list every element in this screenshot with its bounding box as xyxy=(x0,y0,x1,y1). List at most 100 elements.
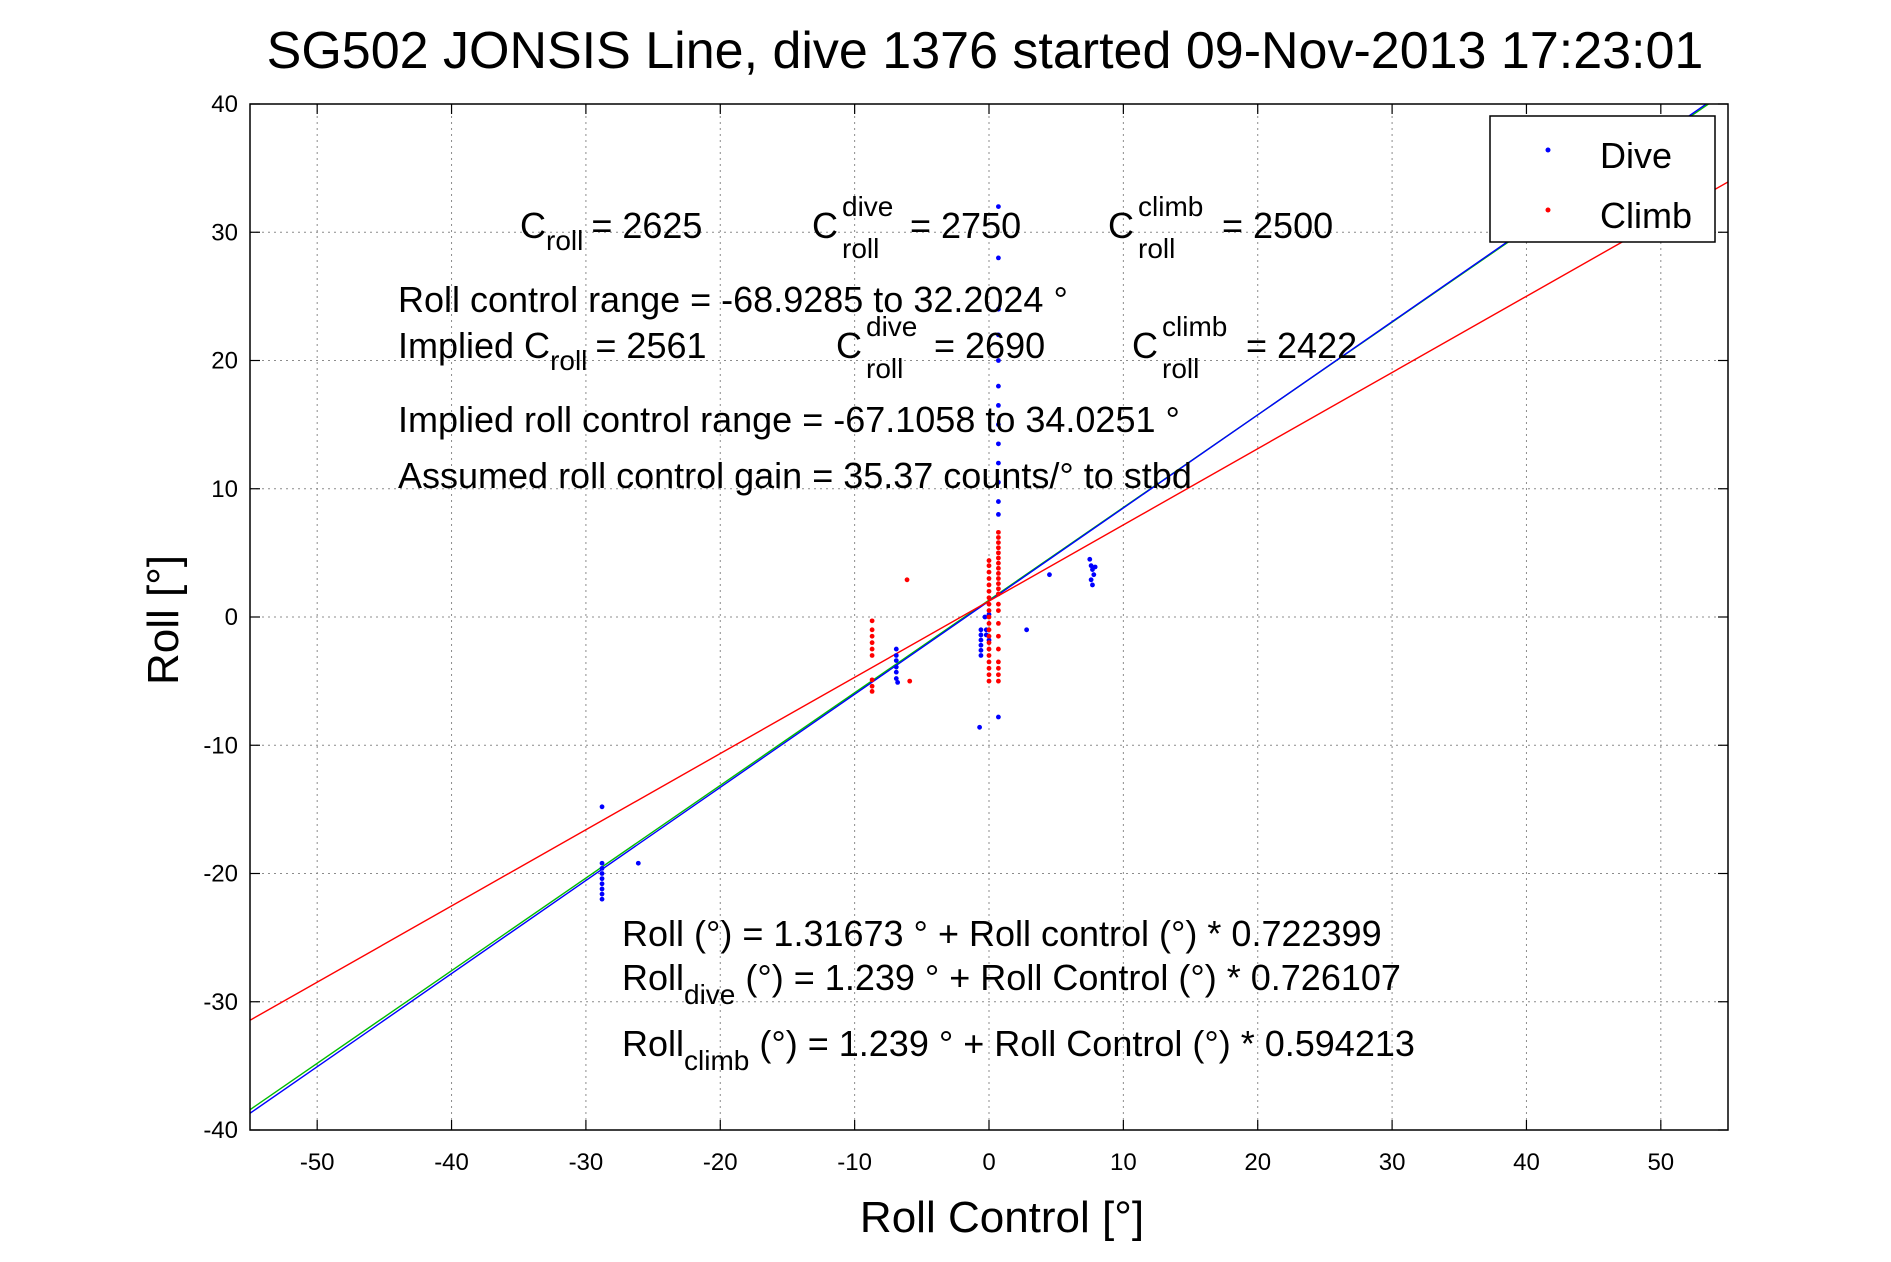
fit-climb-line xyxy=(250,181,1728,1021)
y-tick-label: -20 xyxy=(203,861,238,888)
climb-point xyxy=(996,672,1001,678)
y-tick-label: 20 xyxy=(211,348,238,375)
dive-point xyxy=(996,402,1001,408)
legend-marker-dive xyxy=(1545,147,1551,153)
climb-point xyxy=(986,653,992,658)
dive-point xyxy=(599,881,605,887)
climb-point xyxy=(996,535,1001,540)
dive-point xyxy=(978,637,984,643)
climb-point xyxy=(996,665,1001,671)
axis-ticks: -50 -40 -30 -20 -10 0 10 20 30 40 50 -40 -30 -20 -10 0 1… xyxy=(203,91,1728,1176)
climb-point xyxy=(986,595,992,601)
x-axis-label: Roll Control [°] xyxy=(860,1193,1144,1242)
dive-point xyxy=(978,632,984,638)
x-tick-label: -10 xyxy=(837,1149,872,1176)
climb-point xyxy=(996,621,1001,626)
dive-point xyxy=(996,306,1001,312)
implied-c-climb-value: = 2422 xyxy=(1246,325,1357,366)
x-tick-label: 20 xyxy=(1244,1149,1271,1176)
climb-point xyxy=(869,633,875,639)
climb-point xyxy=(869,640,875,646)
implied-c-dive-sup: dive xyxy=(866,311,917,342)
c-roll-dive-sub: roll xyxy=(842,233,879,264)
dive-point xyxy=(978,653,984,658)
implied-c-dive-value: = 2690 xyxy=(934,325,1045,366)
climb-point xyxy=(996,540,1001,546)
dive-point xyxy=(996,714,1001,720)
dive-point xyxy=(978,642,984,648)
climb-point xyxy=(986,608,992,613)
dive-point xyxy=(1091,572,1097,578)
x-tick-label: 50 xyxy=(1647,1149,1674,1176)
climb-point xyxy=(869,688,875,694)
climb-point xyxy=(996,555,1001,561)
climb-point xyxy=(996,576,1001,581)
climb-point xyxy=(986,614,992,620)
dive-point xyxy=(599,804,605,810)
climb-point xyxy=(986,659,992,665)
implied-c-dive-sub: roll xyxy=(866,353,903,384)
dive-point xyxy=(1090,582,1095,588)
climb-point xyxy=(986,646,992,652)
dive-point xyxy=(893,646,899,652)
implied-c-climb-prefix: C xyxy=(1132,325,1158,366)
climb-point xyxy=(996,529,1001,535)
climb-point xyxy=(869,646,875,652)
dive-point xyxy=(982,614,988,620)
climb-point xyxy=(996,570,1001,576)
series-dive xyxy=(599,204,1098,902)
dive-point xyxy=(893,664,899,670)
climb-point xyxy=(986,665,992,671)
climb-point xyxy=(996,646,1001,652)
annotations: Croll = 2625 C dive roll = 2750 C climb r… xyxy=(398,191,1415,1076)
dive-point xyxy=(599,860,605,866)
climb-point xyxy=(986,678,992,684)
climb-point xyxy=(996,545,1001,551)
climb-point xyxy=(904,577,910,583)
climb-point xyxy=(869,677,875,683)
dive-point xyxy=(893,669,899,675)
climb-point xyxy=(986,633,992,639)
climb-point xyxy=(986,558,992,563)
dive-point xyxy=(1024,627,1030,633)
climb-point xyxy=(869,683,875,689)
dive-point xyxy=(599,865,605,871)
dive-point xyxy=(599,871,605,876)
x-tick-label: 10 xyxy=(1110,1149,1137,1176)
implied-c-climb-sub: roll xyxy=(1162,353,1199,384)
dive-point xyxy=(1047,572,1052,578)
climb-point xyxy=(986,621,992,626)
y-axis-label: Roll [°] xyxy=(139,555,188,685)
c-roll-dive-sup: dive xyxy=(842,191,893,222)
series-climb xyxy=(869,529,1001,694)
dive-point xyxy=(996,255,1001,261)
dive-point xyxy=(996,441,1001,447)
climb-point xyxy=(869,653,875,658)
x-tick-label: 0 xyxy=(982,1149,995,1176)
dive-point xyxy=(996,460,1001,466)
dive-point xyxy=(996,512,1001,517)
dive-point xyxy=(1092,564,1098,570)
dive-point xyxy=(996,479,1001,485)
climb-point xyxy=(996,565,1001,571)
dive-point xyxy=(978,647,984,653)
dive-point xyxy=(996,383,1001,389)
climb-point xyxy=(869,618,875,624)
climb-point xyxy=(986,627,992,633)
dive-point xyxy=(599,876,605,882)
legend-label-climb: Climb xyxy=(1600,195,1692,236)
implied-c-climb-sup: climb xyxy=(1162,311,1227,342)
x-tick-label: -30 xyxy=(569,1149,604,1176)
c-roll-climb-sub: roll xyxy=(1138,233,1175,264)
climb-point xyxy=(986,601,992,607)
implied-range-text: Implied roll control range = -67.1058 to… xyxy=(398,399,1180,440)
y-tick-label: 30 xyxy=(211,219,238,246)
climb-point xyxy=(996,560,1001,566)
climb-point xyxy=(996,678,1001,684)
legend-box xyxy=(1489,115,1716,243)
climb-point xyxy=(996,659,1001,665)
climb-point xyxy=(996,601,1001,607)
climb-point xyxy=(996,586,1001,592)
climb-point xyxy=(986,563,992,569)
